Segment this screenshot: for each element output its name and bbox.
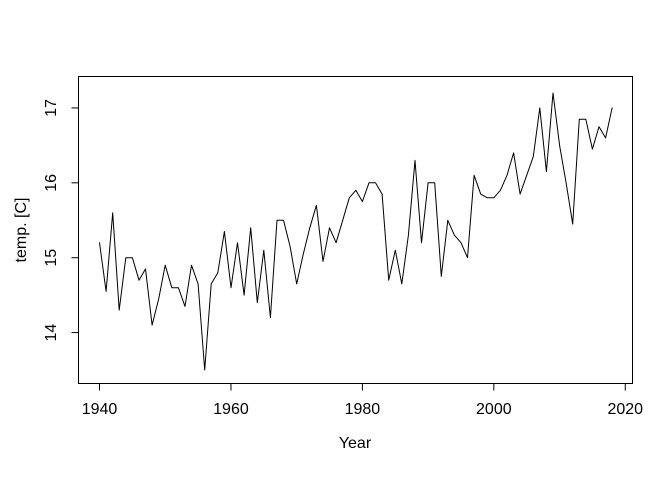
series-annual-temperature <box>99 92 613 371</box>
plot-area: 1940 1960 1980 2000 2020 14 15 16 17 <box>43 76 643 418</box>
x-tick-label: 2020 <box>607 401 643 418</box>
y-tick-label: 16 <box>43 174 60 192</box>
x-tick-label: 1980 <box>345 401 381 418</box>
y-tick-label: 14 <box>43 324 60 342</box>
plot-box <box>78 76 633 384</box>
x-tick-label: 1960 <box>213 401 249 418</box>
y-axis-title: temp. [C] <box>13 198 30 263</box>
x-tick-label: 2000 <box>476 401 512 418</box>
y-tick-label: 15 <box>43 249 60 267</box>
x-axis-title: Year <box>339 435 372 452</box>
y-tick-label: 17 <box>43 99 60 117</box>
x-tick-label: 1940 <box>82 401 118 418</box>
